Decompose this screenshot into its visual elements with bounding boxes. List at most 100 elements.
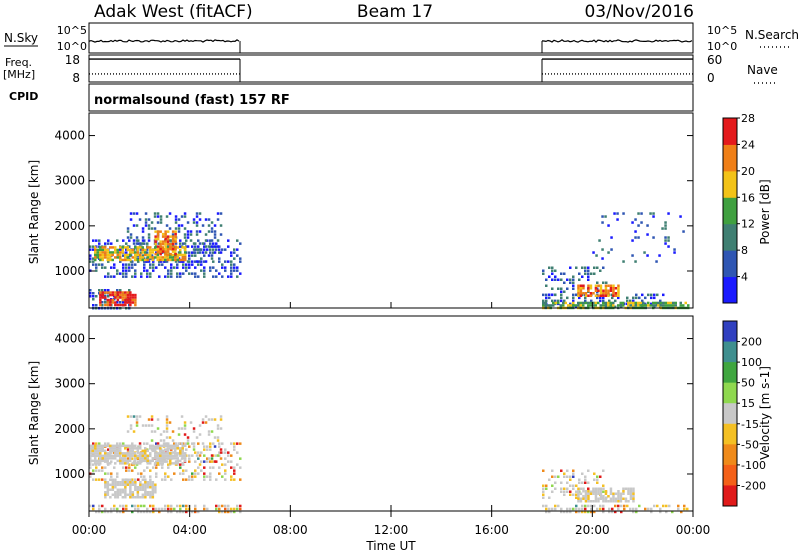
data-cell <box>129 481 132 484</box>
data-cell <box>166 449 169 453</box>
data-cell <box>185 504 188 508</box>
data-cell <box>161 507 164 511</box>
data-cell <box>613 212 616 215</box>
data-cell <box>602 504 605 508</box>
data-cell <box>131 293 135 297</box>
data-cell <box>121 457 124 460</box>
data-cell <box>171 253 174 257</box>
data-cell <box>637 212 640 215</box>
colorbar-swatch <box>723 464 737 486</box>
data-cell <box>197 442 200 445</box>
data-cell <box>201 242 205 245</box>
data-cell <box>136 253 139 257</box>
data-cell <box>213 436 217 439</box>
data-cell <box>579 284 583 287</box>
data-cell <box>679 304 682 307</box>
data-cell <box>128 469 131 472</box>
x-tick-label: 16:00 <box>474 523 509 537</box>
data-cell <box>92 504 95 508</box>
data-cell <box>151 483 155 486</box>
data-cell <box>578 507 581 511</box>
data-cell <box>116 475 119 478</box>
data-cell <box>95 304 98 307</box>
data-cell <box>159 250 162 253</box>
data-cell <box>179 449 182 453</box>
data-cell <box>216 436 220 439</box>
data-cell <box>154 242 157 246</box>
data-cell <box>188 460 191 463</box>
data-cell <box>143 269 146 272</box>
data-cell <box>174 460 178 463</box>
data-cell <box>106 301 110 304</box>
data-cell <box>577 487 580 490</box>
data-cell <box>144 486 147 489</box>
data-cell <box>131 256 134 259</box>
data-cell <box>116 269 119 272</box>
data-cell <box>114 246 117 249</box>
data-cell <box>159 245 162 248</box>
data-cell <box>614 287 618 290</box>
data-cell <box>587 266 590 269</box>
data-cell <box>146 491 150 494</box>
data-cell <box>230 510 233 514</box>
data-cell <box>134 507 137 511</box>
data-cell <box>161 478 164 481</box>
colorbar-swatch <box>723 223 737 251</box>
data-cell <box>99 301 102 304</box>
data-cell <box>169 252 172 256</box>
data-cell <box>159 457 162 460</box>
data-cell <box>124 258 127 262</box>
data-cell <box>233 263 236 266</box>
data-cell <box>587 481 590 484</box>
data-cell <box>98 442 101 445</box>
data-cell <box>137 260 140 263</box>
data-cell <box>170 275 173 278</box>
data-cell <box>602 500 605 503</box>
data-cell <box>239 507 242 511</box>
data-cell <box>180 442 184 445</box>
data-cell <box>147 239 151 242</box>
data-cell <box>149 478 152 481</box>
data-cell <box>126 454 130 457</box>
data-cell <box>207 230 211 233</box>
data-cell <box>179 452 182 455</box>
data-cell <box>154 447 157 450</box>
data-cell <box>647 293 650 297</box>
data-cell <box>164 230 167 233</box>
data-cell <box>92 298 95 301</box>
data-cell <box>124 462 127 465</box>
data-cell <box>682 304 685 307</box>
data-cell <box>171 462 174 465</box>
data-cell <box>149 475 152 478</box>
data-cell <box>101 258 104 262</box>
data-cell <box>551 293 554 296</box>
data-cell <box>146 258 149 262</box>
data-cell <box>124 491 127 494</box>
data-cell <box>198 218 202 221</box>
data-cell <box>614 305 617 309</box>
data-cell <box>156 452 159 455</box>
data-cell <box>639 301 642 305</box>
data-cell <box>119 504 122 508</box>
data-cell <box>99 449 102 453</box>
x-axis-label: Time UT <box>365 539 416 553</box>
data-cell <box>617 287 620 290</box>
data-cell <box>125 251 128 254</box>
data-cell <box>209 239 212 242</box>
data-cell <box>599 287 603 290</box>
data-cell <box>161 457 164 460</box>
data-cell <box>110 510 113 514</box>
data-cell <box>174 218 178 221</box>
data-cell <box>188 445 191 448</box>
data-cell <box>587 275 590 278</box>
data-cell <box>159 459 162 463</box>
data-cell <box>162 442 166 445</box>
data-cell <box>602 294 605 297</box>
data-cell <box>107 510 110 514</box>
data-cell <box>165 418 169 421</box>
data-cell <box>116 298 120 302</box>
data-cell <box>146 272 149 275</box>
data-cell <box>545 487 548 490</box>
data-cell <box>569 278 572 281</box>
data-cell <box>201 224 205 227</box>
